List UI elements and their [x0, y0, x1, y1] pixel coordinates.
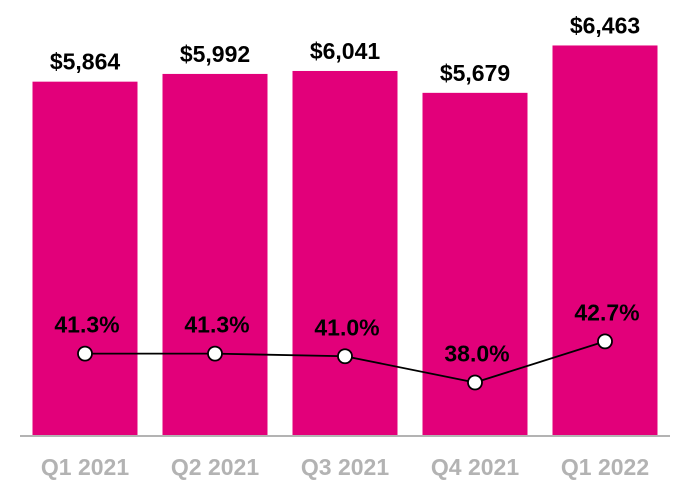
line-labels-layer: 41.3% 41.3% 41.0% 38.0% 42.7%: [54, 299, 639, 366]
x-tick-label-2: Q2 2021: [171, 454, 259, 480]
bar-value-label-4: $5,679: [440, 60, 510, 86]
bar-labels-layer: $5,864 $5,992 $6,041 $5,679 $6,463: [50, 12, 640, 85]
line-value-label-4: 38.0%: [444, 341, 509, 367]
x-tick-label-4: Q4 2021: [431, 454, 519, 480]
line-point-3: [337, 348, 353, 365]
line-value-label-2: 41.3%: [184, 312, 249, 338]
bar-value-label-1: $5,864: [50, 49, 121, 75]
line-point-1: [77, 345, 93, 362]
line-value-label-3: 41.0%: [314, 314, 379, 340]
bar-value-label-2: $5,992: [180, 41, 250, 67]
line-layer: [77, 333, 613, 391]
x-tick-labels: Q1 2021 Q2 2021 Q3 2021 Q4 2021 Q1 2022: [41, 454, 649, 480]
bar-1: [32, 81, 138, 437]
line-value-label-5: 42.7%: [574, 299, 639, 325]
bar-2: [162, 73, 268, 437]
line-value-label-1: 41.3%: [54, 312, 119, 338]
bar-3: [292, 70, 398, 436]
bar-5: [552, 45, 658, 436]
x-tick-label-5: Q1 2022: [561, 454, 649, 480]
bars-layer: [32, 45, 658, 437]
x-tick-label-1: Q1 2021: [41, 454, 129, 480]
bar-value-label-3: $6,041: [310, 38, 381, 64]
line-point-4: [467, 374, 483, 391]
x-tick-label-3: Q3 2021: [301, 454, 389, 480]
bar-value-label-5: $6,463: [570, 12, 640, 38]
line-point-5: [597, 333, 613, 350]
line-point-2: [207, 345, 223, 362]
